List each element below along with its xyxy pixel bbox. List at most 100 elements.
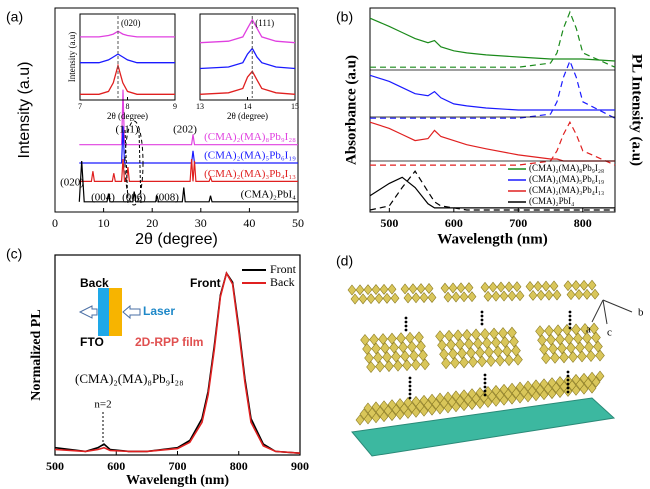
octahedron [587, 371, 597, 383]
octahedron [584, 341, 594, 353]
arrow [122, 304, 141, 320]
x-tick-label: 800 [574, 216, 592, 230]
dot [568, 322, 572, 326]
data-line [79, 126, 298, 164]
octahedron [443, 391, 453, 403]
octahedron [379, 400, 389, 412]
octahedron [364, 352, 374, 364]
octahedron [387, 332, 397, 345]
octahedron [371, 284, 381, 296]
octahedron [451, 390, 461, 402]
x-tick-label: 13 [196, 102, 204, 111]
octahedron [448, 282, 458, 294]
legend-label: Front [270, 262, 297, 276]
x-tick-label: 10 [98, 216, 110, 230]
octahedron [464, 282, 474, 294]
octahedron [541, 352, 551, 365]
data-line [369, 74, 615, 111]
octahedron [393, 359, 403, 372]
octahedron [544, 324, 554, 337]
octahedron [515, 381, 525, 393]
dot [566, 378, 570, 382]
octahedron [409, 349, 419, 362]
dot [483, 373, 487, 377]
dot [404, 320, 408, 324]
octahedron [549, 280, 559, 292]
octahedron [441, 357, 451, 370]
octahedron [360, 334, 370, 346]
dot [480, 322, 484, 326]
octahedron [414, 331, 424, 344]
dot [408, 396, 412, 400]
guide-line [138, 129, 142, 206]
inset-label: Front [190, 276, 221, 290]
octahedron [411, 395, 421, 407]
octahedron [488, 281, 498, 293]
annotation: n=2 [94, 399, 111, 411]
octahedron [589, 322, 599, 335]
octahedron [456, 282, 466, 294]
inset-label: Back [80, 276, 109, 290]
octahedron [416, 283, 426, 295]
octahedron [577, 350, 587, 363]
octahedron [491, 290, 501, 302]
octahedron [507, 290, 517, 302]
octahedron [541, 280, 551, 292]
x-tick-label: 600 [107, 459, 125, 473]
octahedron [571, 280, 581, 292]
dot [483, 389, 487, 393]
octahedron [582, 332, 592, 344]
series-label: (CMA)₂(MA)₈Pb₉I₂₈ [204, 131, 296, 143]
octahedron [525, 280, 535, 292]
octahedron [555, 376, 565, 388]
octahedron [435, 392, 445, 404]
octahedron [444, 329, 454, 342]
octahedron [593, 340, 603, 353]
data-line [79, 158, 298, 182]
octahedron [513, 353, 523, 366]
x-tick-label: 600 [445, 216, 463, 230]
dot [483, 381, 487, 385]
x-axis-label: 2θ (degree) [227, 111, 268, 121]
series-label: (CMA)₂(MA)₅Pb₆I₁₉ [204, 150, 296, 162]
octahedron [462, 328, 472, 341]
octahedron [586, 350, 596, 362]
octahedron [537, 334, 547, 347]
octahedron [371, 342, 381, 355]
dot [566, 370, 570, 374]
octahedron [378, 333, 388, 346]
octahedron [459, 356, 469, 369]
data-line [370, 10, 616, 68]
dot [566, 386, 570, 390]
octahedron [504, 281, 514, 293]
data-line [80, 63, 175, 95]
octahedron [475, 387, 485, 399]
x-tick-label: 0 [52, 216, 58, 230]
octahedron [498, 327, 508, 340]
data-line [370, 59, 616, 119]
dot [408, 376, 412, 380]
arrow [78, 305, 98, 319]
x-tick-label: 9 [173, 102, 177, 111]
octahedron [574, 289, 584, 301]
dot [480, 314, 484, 318]
peak-label: (006) [122, 192, 146, 204]
octahedron [450, 356, 460, 369]
octahedron [486, 355, 496, 367]
x-tick-label: 500 [46, 459, 64, 473]
octahedron [509, 335, 519, 348]
octahedron [548, 342, 558, 355]
series-label: (CMA)₂PbI₄ [241, 188, 297, 200]
octahedron [366, 361, 376, 373]
data-line [369, 176, 615, 209]
y-axis-label: Absorbance (a.u) [343, 55, 359, 165]
dot [483, 385, 487, 389]
peak-label: (202) [173, 124, 197, 136]
axis-label: c [607, 327, 612, 339]
y-axis-label: Intensity (a.u) [67, 32, 77, 82]
octahedron [571, 323, 581, 336]
dot [404, 324, 408, 328]
octahedron [403, 292, 413, 304]
octahedron [405, 331, 415, 344]
